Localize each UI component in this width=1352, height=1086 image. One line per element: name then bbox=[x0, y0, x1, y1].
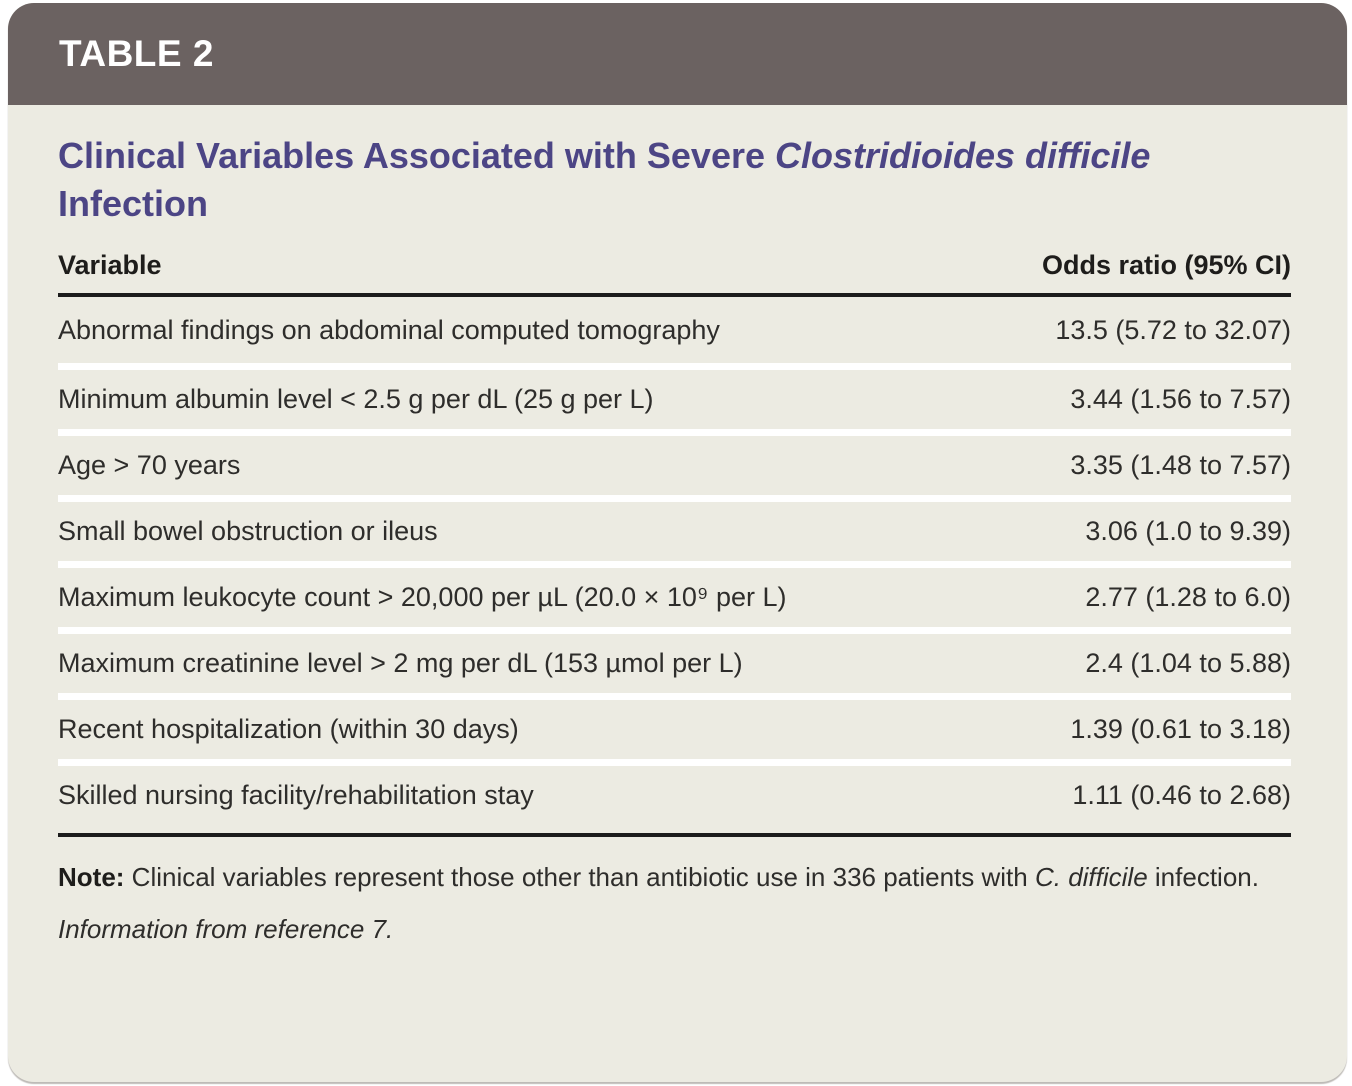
table-body: Abnormal findings on abdominal computed … bbox=[58, 297, 1291, 825]
row-odds-ratio: 1.39 (0.61 to 3.18) bbox=[1070, 714, 1291, 744]
title-text: Clinical Variables Associated with Sever… bbox=[58, 135, 775, 176]
title-text-end: Infection bbox=[58, 183, 208, 224]
note-text: infection. bbox=[1147, 862, 1259, 892]
title-italic-species: Clostridioides difficile bbox=[775, 135, 1151, 176]
table-number-label: TABLE 2 bbox=[59, 33, 214, 74]
column-header-variable: Variable bbox=[58, 250, 162, 280]
row-variable: Small bowel obstruction or ileus bbox=[58, 516, 438, 546]
table-row: Small bowel obstruction or ileus 3.06 (1.… bbox=[58, 495, 1291, 561]
note-italic-text: C. difficile bbox=[1034, 862, 1148, 892]
row-odds-ratio: 1.11 (0.46 to 2.68) bbox=[1072, 780, 1291, 810]
table-bottom-rule bbox=[58, 833, 1291, 837]
table-row: Minimum albumin level < 2.5 g per dL (25… bbox=[58, 363, 1291, 429]
note-label: Note: bbox=[58, 862, 125, 892]
table-row: Skilled nursing facility/rehabilitation … bbox=[58, 759, 1291, 825]
table-card: TABLE 2 Clinical Variables Associated wi… bbox=[8, 3, 1347, 1082]
row-variable: Minimum albumin level < 2.5 g per dL (25… bbox=[58, 384, 654, 414]
row-odds-ratio: 2.77 (1.28 to 6.0) bbox=[1085, 582, 1291, 612]
table-content: Clinical Variables Associated with Sever… bbox=[8, 132, 1347, 945]
row-odds-ratio: 2.4 (1.04 to 5.88) bbox=[1085, 648, 1291, 678]
table-row: Maximum leukocyte count > 20,000 per µL … bbox=[58, 561, 1291, 627]
table-row: Maximum creatinine level > 2 mg per dL (… bbox=[58, 627, 1291, 693]
row-variable: Recent hospitalization (within 30 days) bbox=[58, 714, 519, 744]
note-text: Clinical variables represent those other… bbox=[124, 862, 1035, 892]
source-line: Information from reference 7. bbox=[58, 914, 394, 944]
table-header-bar: TABLE 2 bbox=[8, 3, 1347, 105]
row-odds-ratio: 3.44 (1.56 to 7.57) bbox=[1070, 384, 1291, 414]
row-odds-ratio: 13.5 (5.72 to 32.07) bbox=[1055, 314, 1291, 345]
column-header-row: Variable Odds ratio (95% CI) bbox=[58, 250, 1291, 281]
table-title: Clinical Variables Associated with Sever… bbox=[58, 132, 1233, 228]
column-header-odds-ratio: Odds ratio (95% CI) bbox=[1041, 250, 1291, 280]
header-rule bbox=[58, 293, 1291, 297]
row-odds-ratio: 3.35 (1.48 to 7.57) bbox=[1070, 450, 1291, 480]
table-note: Note: Clinical variables represent those… bbox=[58, 858, 1291, 896]
row-variable: Skilled nursing facility/rehabilitation … bbox=[58, 780, 534, 810]
table-row: Abnormal findings on abdominal computed … bbox=[58, 297, 1291, 363]
note-body: Clinical variables represent those other… bbox=[124, 862, 1259, 892]
row-variable: Maximum creatinine level > 2 mg per dL (… bbox=[58, 648, 743, 678]
row-variable: Abnormal findings on abdominal computed … bbox=[58, 314, 720, 345]
row-odds-ratio: 3.06 (1.0 to 9.39) bbox=[1085, 516, 1291, 546]
row-variable: Maximum leukocyte count > 20,000 per µL … bbox=[58, 582, 787, 612]
table-row: Recent hospitalization (within 30 days) 1… bbox=[58, 693, 1291, 759]
table-row: Age > 70 years 3.35 (1.48 to 7.57) bbox=[58, 429, 1291, 495]
row-variable: Age > 70 years bbox=[58, 450, 241, 480]
